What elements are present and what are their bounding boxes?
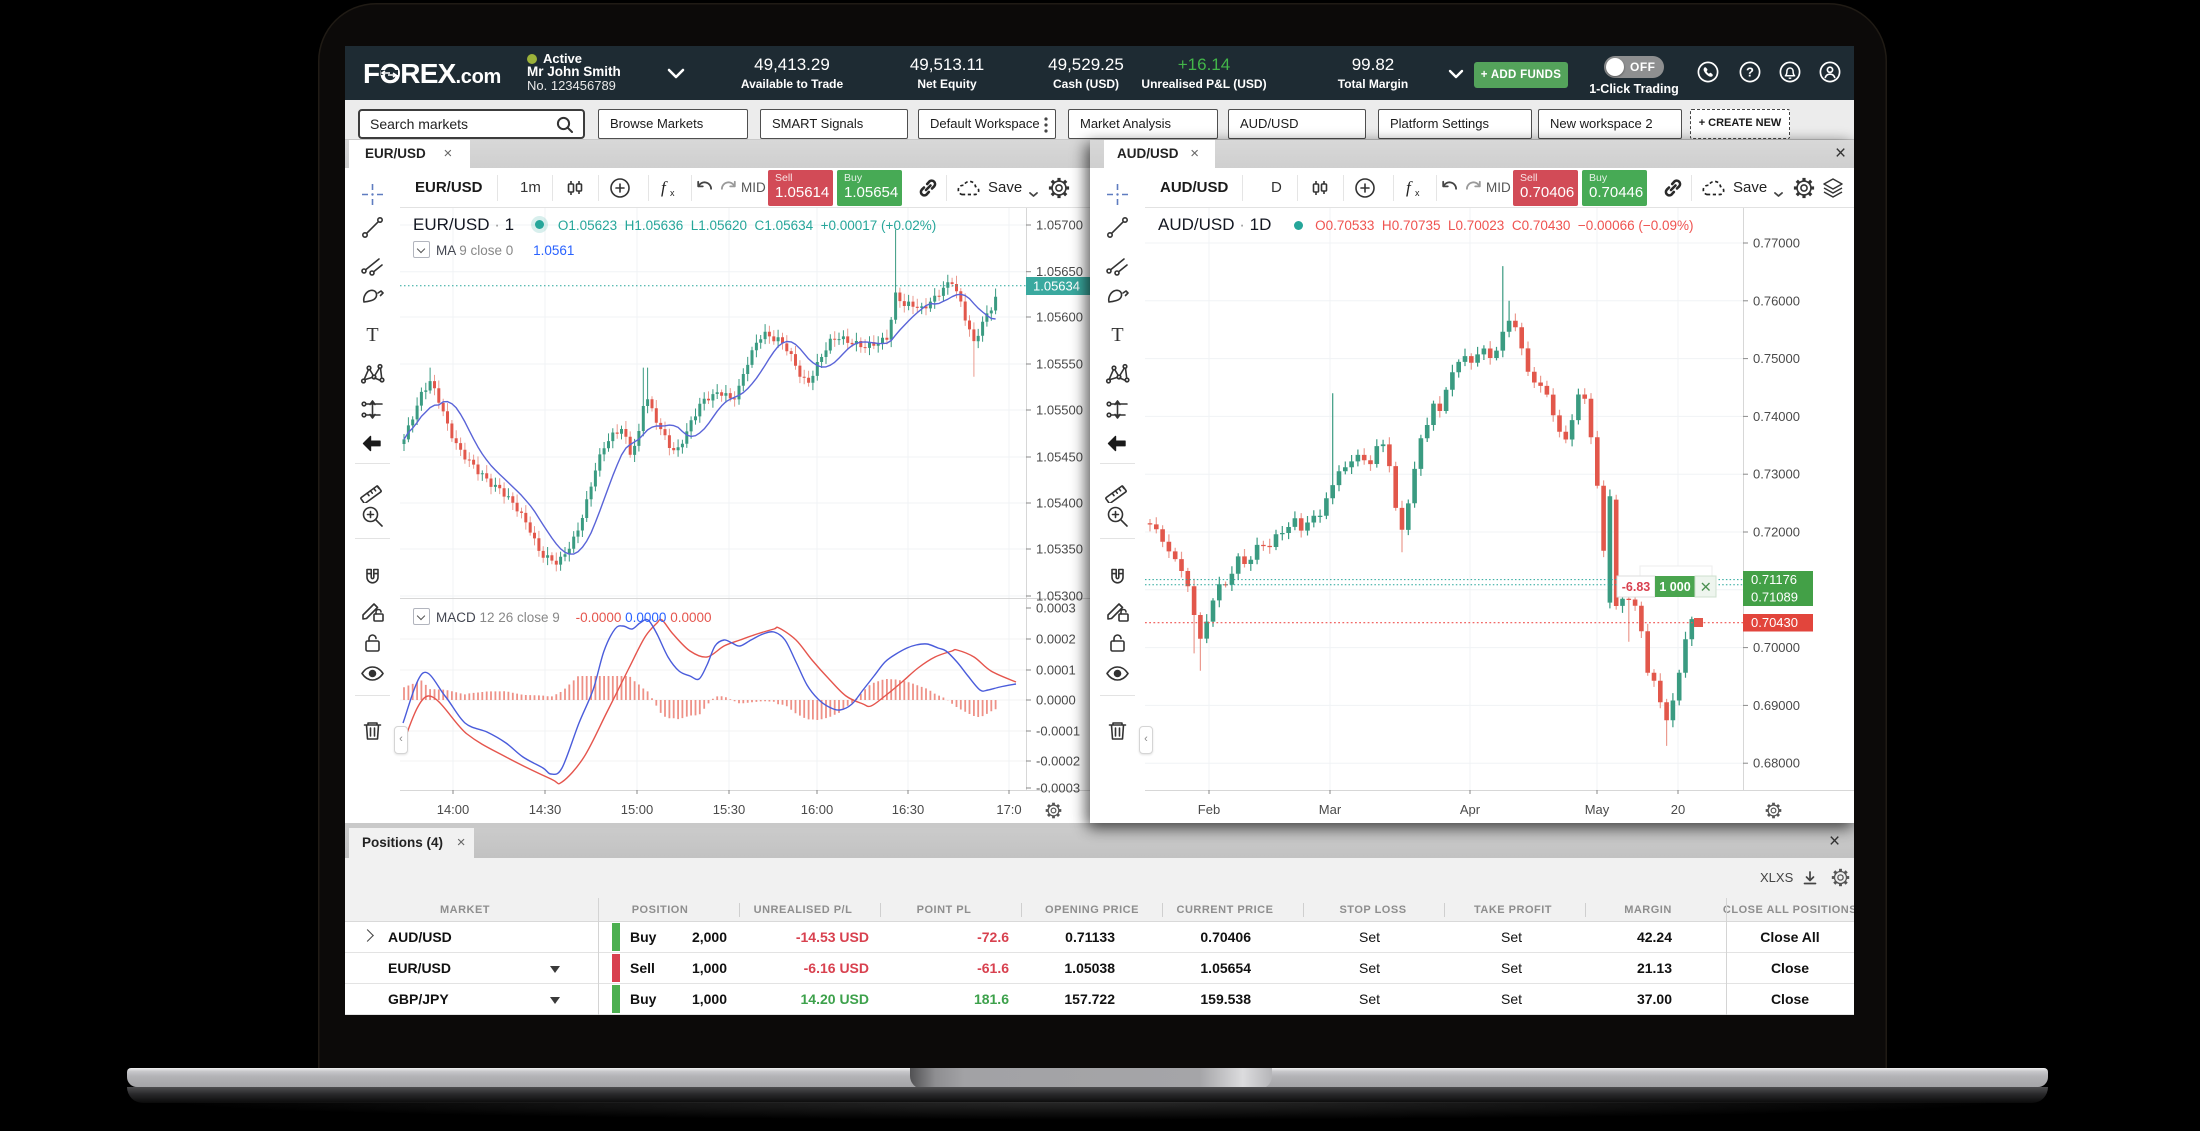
svg-text:1.05550: 1.05550 <box>1036 357 1083 372</box>
svg-text:20: 20 <box>1671 802 1685 817</box>
svg-text:14:00: 14:00 <box>437 802 470 817</box>
svg-text:Feb: Feb <box>1198 802 1220 817</box>
svg-text:-0.0003: -0.0003 <box>1036 781 1080 796</box>
svg-text:x: x <box>1415 188 1420 198</box>
svg-text:1.05650: 1.05650 <box>1036 264 1083 279</box>
svg-text:0.77000: 0.77000 <box>1753 236 1800 251</box>
svg-text:0.74000: 0.74000 <box>1753 409 1800 424</box>
svg-text:1.05450: 1.05450 <box>1036 450 1083 465</box>
svg-text:0.71176: 0.71176 <box>1751 572 1797 587</box>
svg-text:16:30: 16:30 <box>892 802 925 817</box>
svg-text:1.05600: 1.05600 <box>1036 310 1083 325</box>
svg-text:1.05350: 1.05350 <box>1036 542 1083 557</box>
svg-text:Mar: Mar <box>1319 802 1342 817</box>
svg-text:0.76000: 0.76000 <box>1753 293 1800 308</box>
svg-text:0.75000: 0.75000 <box>1753 351 1800 366</box>
svg-text:1.05500: 1.05500 <box>1036 403 1083 418</box>
svg-text:1.05634: 1.05634 <box>1033 279 1080 294</box>
svg-text:0.73000: 0.73000 <box>1753 467 1800 482</box>
svg-text:0.0003: 0.0003 <box>1036 601 1076 616</box>
svg-text:0.71089: 0.71089 <box>1751 590 1798 605</box>
svg-text:16:00: 16:00 <box>801 802 834 817</box>
svg-text:0.70430: 0.70430 <box>1751 615 1798 630</box>
svg-text:1.05700: 1.05700 <box>1036 218 1083 233</box>
svg-text:0.0001: 0.0001 <box>1036 663 1076 678</box>
svg-text:Apr: Apr <box>1460 802 1481 817</box>
svg-text:0.72000: 0.72000 <box>1753 525 1800 540</box>
svg-text:1.05400: 1.05400 <box>1036 496 1083 511</box>
svg-text:-0.0002: -0.0002 <box>1036 754 1080 769</box>
svg-text:15:00: 15:00 <box>621 802 654 817</box>
svg-text:14:30: 14:30 <box>529 802 562 817</box>
svg-text:0.68000: 0.68000 <box>1753 756 1800 771</box>
svg-text:1 000: 1 000 <box>1659 580 1690 594</box>
svg-text:0.69000: 0.69000 <box>1753 698 1800 713</box>
svg-text:May: May <box>1585 802 1610 817</box>
svg-text:f: f <box>1406 178 1413 197</box>
svg-text:-0.0001: -0.0001 <box>1036 724 1080 739</box>
svg-text:x: x <box>670 188 675 198</box>
svg-text:0.70000: 0.70000 <box>1753 640 1800 655</box>
svg-text:0.0000: 0.0000 <box>1036 693 1076 708</box>
svg-text:T: T <box>366 324 378 346</box>
svg-text:0.0002: 0.0002 <box>1036 632 1076 647</box>
svg-text:-6.83: -6.83 <box>1622 580 1651 594</box>
svg-text:15:30: 15:30 <box>713 802 746 817</box>
svg-text:?: ? <box>1746 65 1754 80</box>
svg-text:f: f <box>661 178 668 197</box>
svg-text:17:0: 17:0 <box>996 802 1021 817</box>
svg-text:1.05300: 1.05300 <box>1036 589 1083 604</box>
svg-text:T: T <box>1111 324 1123 346</box>
